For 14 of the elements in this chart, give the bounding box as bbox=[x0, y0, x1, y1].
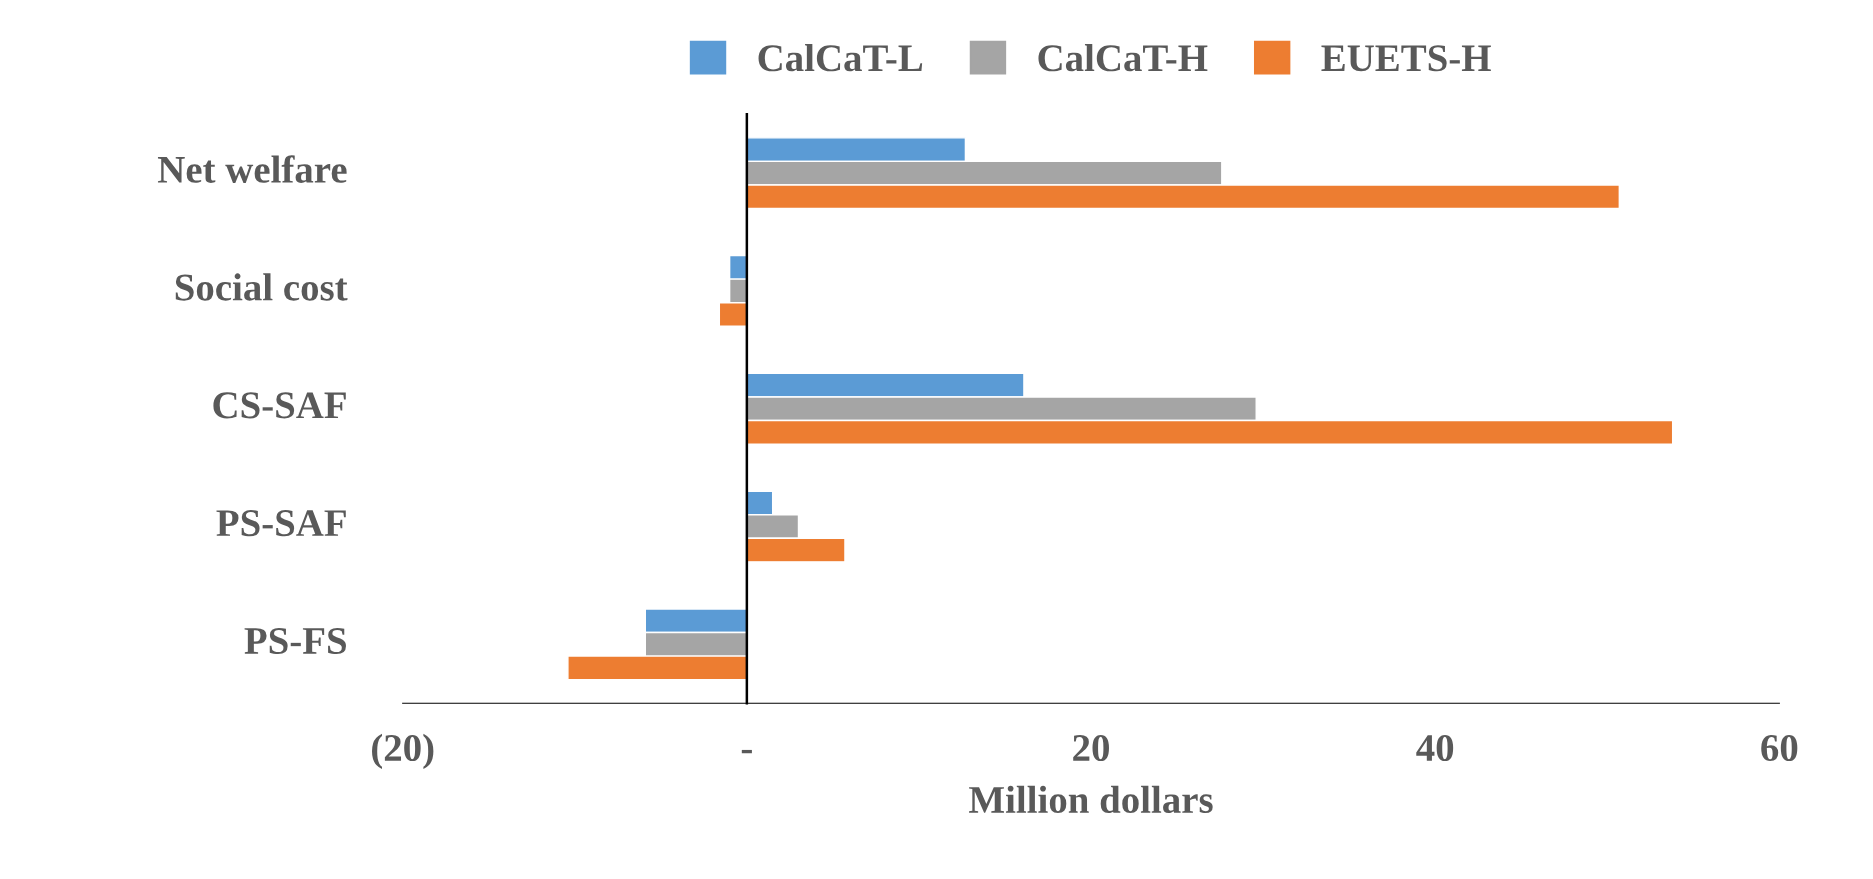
y-tick-label: PS-SAF bbox=[216, 510, 346, 537]
y-tick-label: Net welfare bbox=[157, 155, 347, 183]
x-axis-title: Million dollars bbox=[969, 785, 1213, 814]
x-tick-label: - bbox=[741, 749, 752, 754]
legend-label: CalCaT-L bbox=[758, 44, 923, 72]
legend-label: EUETS-H bbox=[1321, 45, 1491, 72]
y-tick-label: PS-FS bbox=[244, 627, 346, 655]
x-tick-label: 20 bbox=[1073, 734, 1109, 762]
y-tick-label: Social cost bbox=[175, 273, 348, 301]
x-tick-label: 60 bbox=[1761, 734, 1798, 762]
x-tick-label: 40 bbox=[1416, 734, 1454, 762]
legend-label: CalCaT-H bbox=[1038, 44, 1208, 72]
x-tick-label: (20) bbox=[372, 733, 434, 770]
y-tick-label: CS-SAF bbox=[213, 392, 346, 419]
